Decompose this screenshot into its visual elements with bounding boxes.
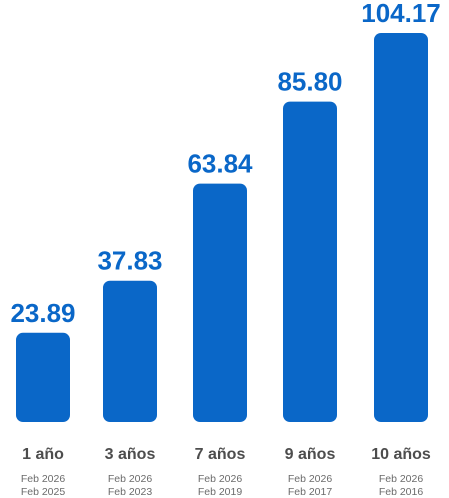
period-start-label: Feb 2017	[288, 486, 333, 498]
value-label: 37.83	[97, 246, 162, 276]
period-start-label: Feb 2019	[198, 486, 243, 498]
value-label: 63.84	[187, 149, 253, 179]
value-label: 104.17	[361, 0, 441, 28]
period-end-label: Feb 2026	[21, 473, 66, 485]
period-start-label: Feb 2025	[21, 486, 66, 498]
period-start-label: Feb 2023	[108, 486, 153, 498]
category-label: 10 años	[371, 446, 431, 463]
bar	[283, 101, 337, 423]
bar	[16, 332, 70, 422]
value-label: 23.89	[10, 298, 75, 328]
category-label: 7 años	[195, 446, 246, 463]
bar	[103, 280, 157, 422]
category-label: 3 años	[105, 446, 156, 463]
bar	[193, 183, 247, 422]
category-label: 1 año	[22, 446, 64, 463]
period-end-label: Feb 2026	[108, 473, 153, 485]
category-label: 9 años	[285, 446, 336, 463]
bar	[374, 33, 428, 422]
period-end-label: Feb 2026	[379, 473, 424, 485]
period-start-label: Feb 2016	[379, 486, 424, 498]
period-end-label: Feb 2026	[198, 473, 243, 485]
value-label: 85.80	[277, 67, 342, 97]
period-end-label: Feb 2026	[288, 473, 333, 485]
